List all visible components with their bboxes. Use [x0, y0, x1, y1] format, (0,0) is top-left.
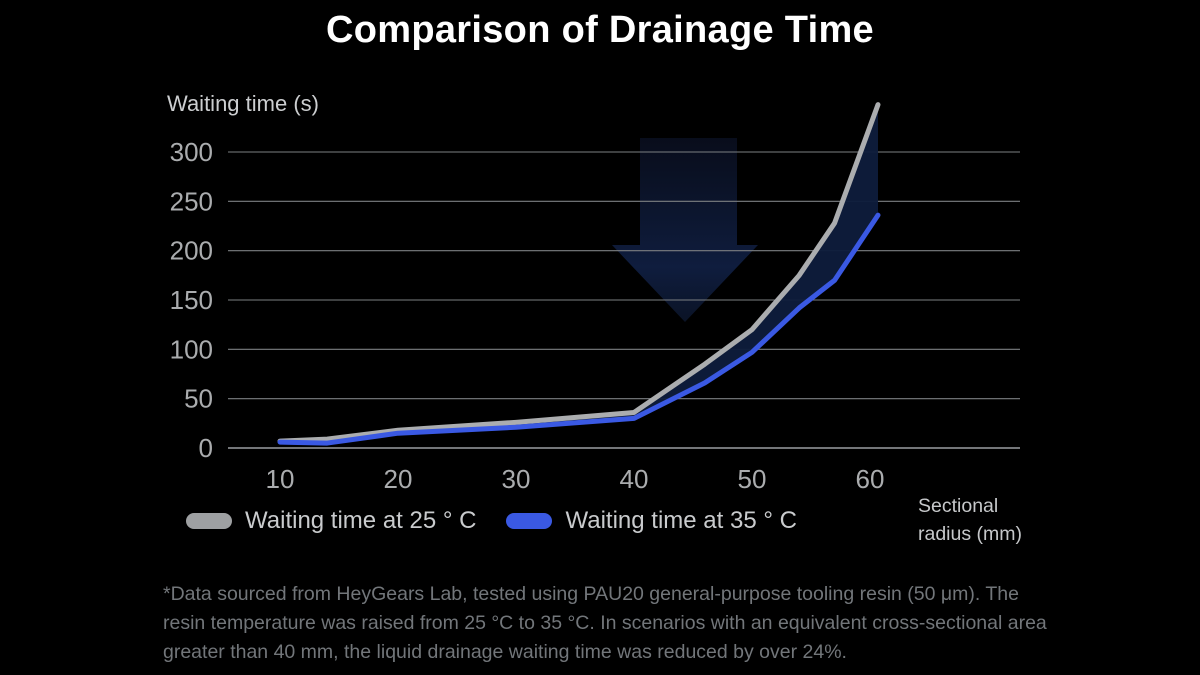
- legend-label-25c: Waiting time at 25 ° C: [245, 507, 477, 534]
- between-series-band: [280, 104, 878, 444]
- legend-item-25c: Waiting time at 25 ° C: [186, 507, 476, 535]
- x-tick-label: 30: [502, 464, 531, 494]
- x-axis-label-line1: Sectional: [918, 495, 999, 517]
- legend-item-35c: Waiting time at 35 ° C: [506, 507, 797, 535]
- reduction-arrow-icon: [612, 138, 758, 322]
- legend: Waiting time at 25 ° C Waiting time at 3…: [186, 507, 797, 535]
- y-tick-label: 0: [199, 433, 213, 463]
- legend-swatch-25c-icon: [186, 513, 232, 529]
- series-line-35c: [277, 212, 881, 446]
- y-tick-label: 300: [170, 137, 213, 167]
- x-tick-label: 20: [384, 464, 413, 494]
- y-tick-label: 150: [170, 285, 213, 315]
- x-axis-label: Sectional radius (mm): [918, 492, 1022, 548]
- x-axis-label-line2: radius (mm): [918, 523, 1023, 545]
- x-tick-label: 10: [266, 464, 295, 494]
- x-tick-label: 40: [620, 464, 649, 494]
- x-tick-label: 60: [856, 464, 885, 494]
- page-title: Comparison of Drainage Time: [326, 9, 874, 51]
- series-line-25c: [277, 102, 881, 444]
- y-axis-label: Waiting time (s): [167, 91, 319, 116]
- y-tick-label: 50: [184, 384, 213, 414]
- x-tick-label: 50: [738, 464, 767, 494]
- legend-label-35c: Waiting time at 35 ° C: [565, 507, 797, 534]
- y-tick-label: 250: [170, 186, 213, 216]
- footnote: *Data sourced from HeyGears Lab, tested …: [163, 583, 1047, 663]
- y-tick-label: 200: [170, 236, 213, 266]
- legend-swatch-35c-icon: [506, 513, 553, 529]
- gridlines: 0 50 100 150 200 250 300: [170, 137, 1020, 463]
- y-tick-label: 100: [170, 334, 213, 364]
